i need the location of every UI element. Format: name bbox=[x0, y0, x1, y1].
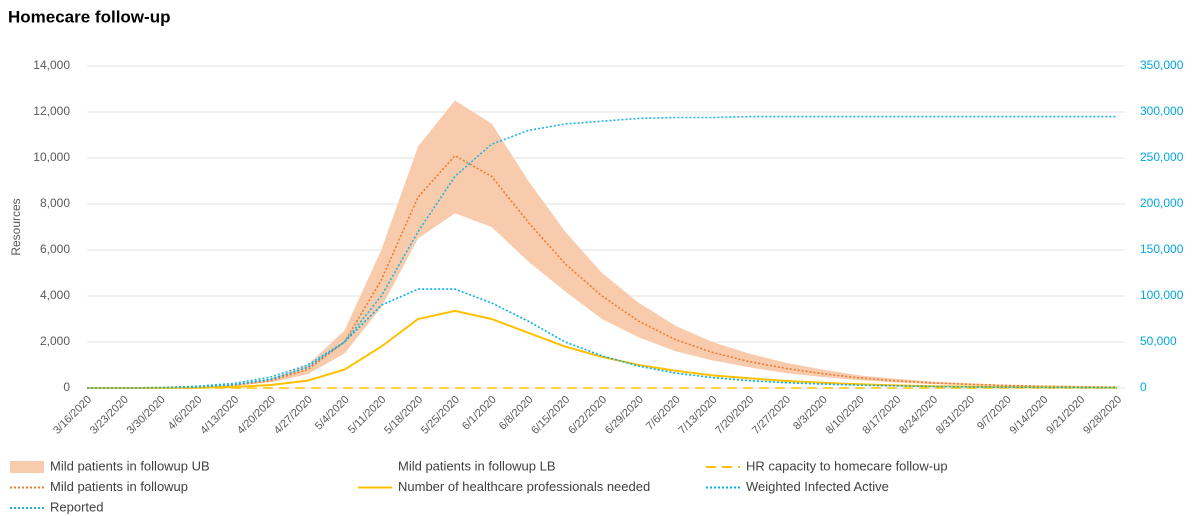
x-tick-label: 8/17/2020 bbox=[860, 394, 903, 437]
y-tick-label: 8,000 bbox=[40, 196, 70, 210]
y2-tick-label: 300,000 bbox=[1140, 104, 1184, 118]
y-tick-label: 12,000 bbox=[33, 104, 70, 118]
y2-tick-label: 0 bbox=[1140, 380, 1147, 394]
legend-label: Mild patients in followup LB bbox=[398, 458, 556, 473]
legend-swatch bbox=[10, 461, 44, 473]
legend-label: Number of healthcare professionals neede… bbox=[398, 479, 650, 494]
legend-label: Mild patients in followup UB bbox=[50, 458, 210, 473]
x-tick-label: 5/11/2020 bbox=[346, 394, 389, 437]
x-tick-label: 3/16/2020 bbox=[51, 394, 94, 437]
x-tick-label: 7/13/2020 bbox=[676, 394, 719, 437]
legend-swatch bbox=[358, 461, 392, 473]
legend-label: Weighted Infected Active bbox=[746, 479, 889, 494]
y-tick-label: 0 bbox=[63, 380, 70, 394]
legend-label: HR capacity to homecare follow-up bbox=[746, 458, 948, 473]
y2-tick-label: 250,000 bbox=[1140, 150, 1184, 164]
legend-label: Mild patients in followup bbox=[50, 479, 188, 494]
x-tick-label: 9/14/2020 bbox=[1008, 394, 1051, 437]
x-tick-label: 8/31/2020 bbox=[934, 394, 977, 437]
x-tick-label: 4/13/2020 bbox=[198, 394, 241, 437]
y-tick-label: 14,000 bbox=[33, 58, 70, 72]
y2-tick-label: 100,000 bbox=[1140, 288, 1184, 302]
area bbox=[87, 213, 1117, 388]
x-tick-label: 9/28/2020 bbox=[1081, 394, 1124, 437]
x-tick-label: 9/21/2020 bbox=[1044, 394, 1087, 437]
plot bbox=[87, 100, 1118, 389]
x-tick-label: 5/18/2020 bbox=[382, 394, 425, 437]
y-tick-label: 10,000 bbox=[33, 150, 70, 164]
y-tick-label: 2,000 bbox=[40, 334, 70, 348]
x-tick-label: 6/15/2020 bbox=[529, 394, 572, 437]
y2-tick-label: 200,000 bbox=[1140, 196, 1184, 210]
y2-tick-label: 350,000 bbox=[1140, 58, 1184, 72]
x-tick-label: 3/30/2020 bbox=[125, 394, 168, 437]
x-tick-label: 7/27/2020 bbox=[750, 394, 793, 437]
line bbox=[87, 288, 1118, 389]
x-tick-label: 4/20/2020 bbox=[235, 394, 278, 437]
y2-tick-label: 50,000 bbox=[1140, 334, 1177, 348]
x-tick-label: 3/23/2020 bbox=[88, 394, 131, 437]
y-tick-label: 6,000 bbox=[40, 242, 70, 256]
y-tick-label: 4,000 bbox=[40, 288, 70, 302]
x-tick-label: 6/1/2020 bbox=[460, 394, 499, 433]
x-tick-label: 7/20/2020 bbox=[713, 394, 756, 437]
x-tick-label: 8/24/2020 bbox=[897, 394, 940, 437]
y-axis-label: Resources bbox=[9, 198, 23, 255]
chart-title: Homecare follow-up bbox=[8, 7, 170, 26]
line bbox=[87, 154, 1118, 389]
x-tick-label: 8/10/2020 bbox=[824, 394, 867, 437]
line bbox=[87, 115, 1117, 389]
x-tick-label: 6/22/2020 bbox=[566, 394, 609, 437]
x-tick-label: 4/27/2020 bbox=[272, 394, 315, 437]
y2-tick-label: 150,000 bbox=[1140, 242, 1184, 256]
x-tick-label: 6/29/2020 bbox=[603, 394, 646, 437]
x-tick-label: 5/25/2020 bbox=[419, 394, 462, 437]
legend-label: Reported bbox=[50, 499, 103, 514]
